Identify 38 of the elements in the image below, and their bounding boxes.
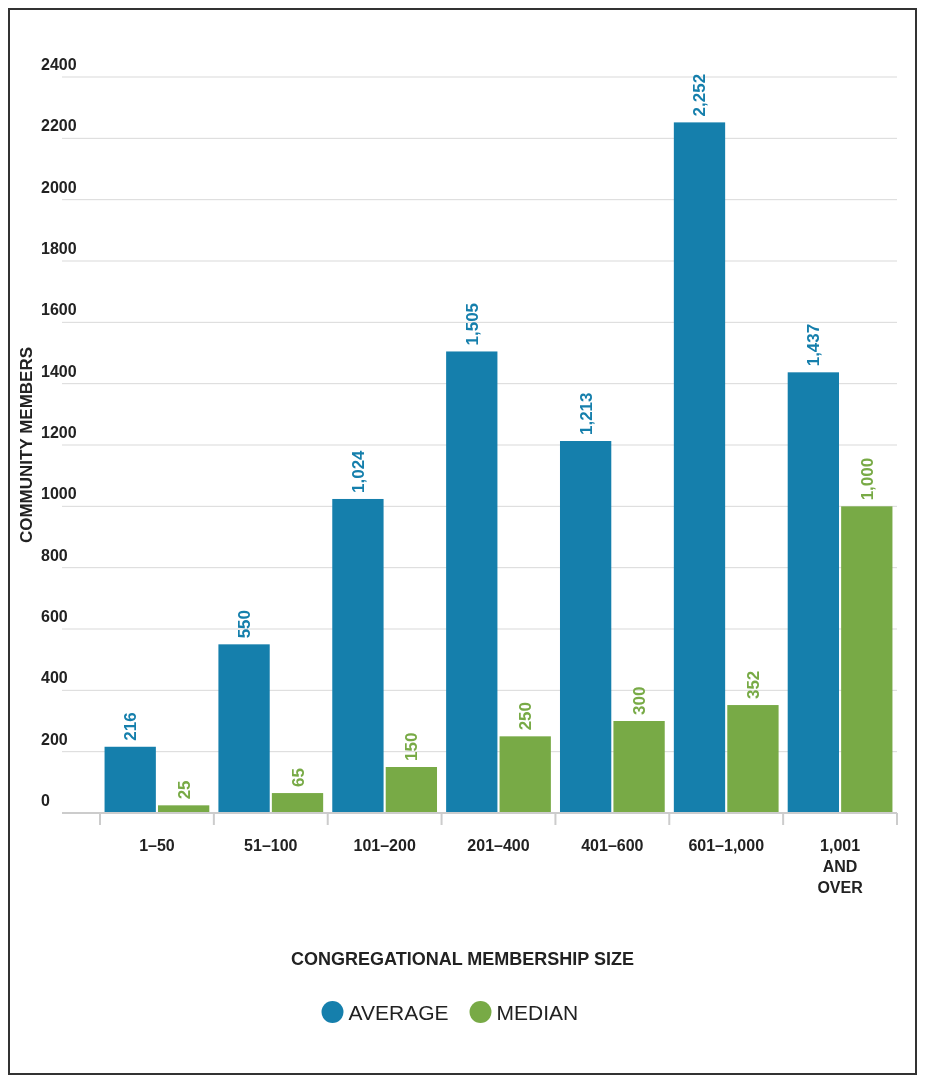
y-tick-label: 400 xyxy=(41,669,68,687)
x-tick-label: 101–200 xyxy=(353,837,416,854)
data-label: 150 xyxy=(402,732,422,761)
data-label: 1,505 xyxy=(462,302,482,346)
x-axis-title: CONGREGATIONAL MEMBERSHIP SIZE xyxy=(290,949,635,969)
y-tick-label: 1800 xyxy=(41,240,77,257)
y-tick-label: 0 xyxy=(41,792,50,809)
y-tick-label: 1000 xyxy=(41,485,77,503)
data-label: 1,024 xyxy=(348,449,368,493)
data-label: 250 xyxy=(516,701,536,731)
y-axis-title: COMMUNITY MEMBERS xyxy=(17,346,36,544)
x-tick-label: 1–50 xyxy=(139,837,175,854)
x-tick-label: 401–600 xyxy=(581,837,644,854)
y-tick-label: 1600 xyxy=(41,301,77,319)
data-label: 1,000 xyxy=(857,457,877,501)
y-tick-label: 1400 xyxy=(41,362,77,380)
y-tick-label: 800 xyxy=(41,546,68,564)
y-tick-label: 600 xyxy=(41,608,68,625)
y-tick-label: 1200 xyxy=(41,424,77,441)
data-label: 1,213 xyxy=(576,392,596,436)
data-label: 216 xyxy=(121,712,141,741)
legend-label: AVERAGE xyxy=(348,1001,449,1024)
x-tick-label: 601–1,000 xyxy=(688,837,765,854)
y-tick-label: 2400 xyxy=(41,56,77,73)
data-label: 550 xyxy=(235,609,255,639)
data-label: 25 xyxy=(174,780,194,800)
y-tick-label: 2000 xyxy=(41,178,77,196)
x-tick-label: 201–400 xyxy=(467,837,530,854)
data-label: 1,437 xyxy=(804,323,824,367)
data-label: 2,252 xyxy=(690,73,710,117)
data-label: 352 xyxy=(743,670,763,700)
y-tick-label: 2200 xyxy=(41,117,77,135)
legend-label: MEDIAN xyxy=(496,1001,579,1024)
x-tick-label: 51–100 xyxy=(244,837,298,854)
data-label: 65 xyxy=(288,768,308,788)
x-tick-label: 1,001 AND OVER xyxy=(817,837,864,896)
y-tick-label: 200 xyxy=(41,730,68,748)
data-label: 300 xyxy=(630,686,650,715)
